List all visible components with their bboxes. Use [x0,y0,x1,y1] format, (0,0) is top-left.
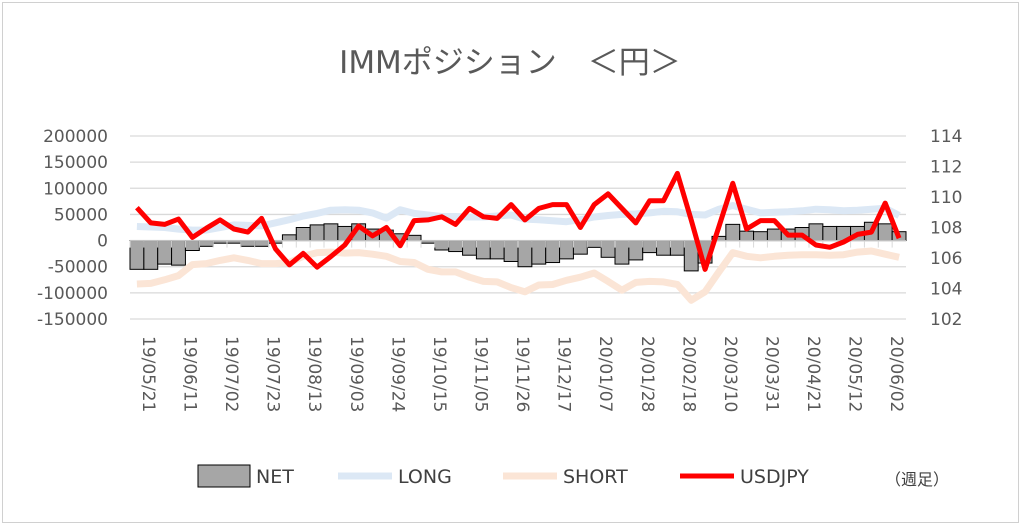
net-bar [545,240,561,264]
net-bar [669,240,685,256]
x-tick-label: 20/02/18 [678,336,698,412]
net-bar [323,223,339,242]
net-bar [600,240,616,258]
short-line [136,247,900,304]
net-bar [614,240,630,265]
legend-net-label: NET [256,466,294,488]
right-tick-label: 104 [930,280,962,300]
x-tick-label: 19/07/23 [263,336,283,412]
legend: NET LONG SHORT USDJPY （週足） [197,464,949,489]
net-bar [462,240,477,256]
net-bar [475,240,491,260]
x-tick-label: 19/11/26 [512,336,532,412]
net-bar [295,227,311,242]
x-tick-label: 19/09/03 [346,336,366,412]
net-bar [143,240,159,270]
x-tick-label: 19/07/02 [221,336,241,412]
net-bar [656,240,671,256]
net-bar [739,230,755,242]
net-bar [753,231,768,242]
left-tick-label: -100000 [37,284,108,304]
net-bar [240,240,256,247]
net-bar [559,240,574,260]
net-bar [309,224,325,242]
left-tick-label: 50000 [54,205,108,225]
legend-short-label: SHORT [563,466,628,488]
x-tick-label: 19/10/15 [429,336,449,412]
x-tick-label: 19/06/11 [180,336,200,412]
net-bar [434,240,450,251]
x-tick-label: 20/01/07 [595,336,615,412]
net-bar [808,223,824,242]
x-axis-labels: 19/05/21 19/06/11 19/07/02 19/07/23 19/08/13… [138,336,906,412]
net-bar [448,240,464,253]
x-tick-label: 19/12/17 [554,336,574,412]
x-tick-label: 20/03/10 [720,336,740,412]
net-bar [531,240,547,265]
series-lines [135,170,902,304]
right-tick-label: 110 [930,188,962,208]
x-tick-label: 20/01/28 [637,336,657,412]
net-bar [628,240,644,261]
right-tick-label: 108 [930,219,962,239]
right-tick-label: 102 [930,310,962,330]
right-tick-label: 114 [930,127,962,147]
x-tick-label: 20/06/02 [886,336,906,412]
x-tick-label: 20/03/31 [762,336,782,412]
net-bar [572,240,588,255]
net-bar [725,223,741,242]
left-tick-label: 0 [97,232,108,252]
left-tick-label: -150000 [37,310,108,330]
net-bar [877,223,893,242]
x-tick-label: 19/09/24 [387,336,407,412]
x-tick-label: 19/05/21 [138,336,158,412]
x-tick-label: 19/11/05 [471,336,491,412]
timeframe-note: （週足） [885,470,949,489]
net-bar [184,240,200,252]
x-tick-label: 20/04/21 [803,336,823,412]
net-bar [822,225,838,242]
net-bar [489,240,505,260]
net-bar [517,240,533,268]
net-bar [254,240,270,247]
left-tick-label: -50000 [48,258,108,278]
right-tick-label: 112 [930,158,962,178]
legend-net-swatch [197,464,251,488]
legend-usdjpy-label: USDJPY [740,466,809,488]
left-tick-label: 200000 [43,127,108,147]
usdjpy-line [135,170,902,272]
net-bar [171,240,186,266]
x-tick-label: 19/08/13 [304,336,324,412]
net-bar [503,240,519,262]
net-bar [198,240,214,247]
chart-title: IMMポジション ＜円＞ [339,45,681,81]
x-tick-label: 20/05/12 [845,336,865,412]
right-axis-ticks: 114 112 110 108 106 104 102 [930,127,962,330]
net-bar [281,234,297,242]
left-axis-ticks: 200000 150000 100000 50000 0 -50000 -100000 -15… [37,127,108,330]
net-bar [586,240,602,248]
net-bar [157,240,173,265]
legend-long-label: LONG [398,466,452,488]
net-bar [766,228,782,242]
net-bar [129,240,145,270]
left-tick-label: 100000 [43,179,108,199]
left-tick-label: 150000 [43,153,108,173]
right-tick-label: 106 [930,249,962,269]
net-bar [642,240,658,254]
net-bar [406,234,422,242]
